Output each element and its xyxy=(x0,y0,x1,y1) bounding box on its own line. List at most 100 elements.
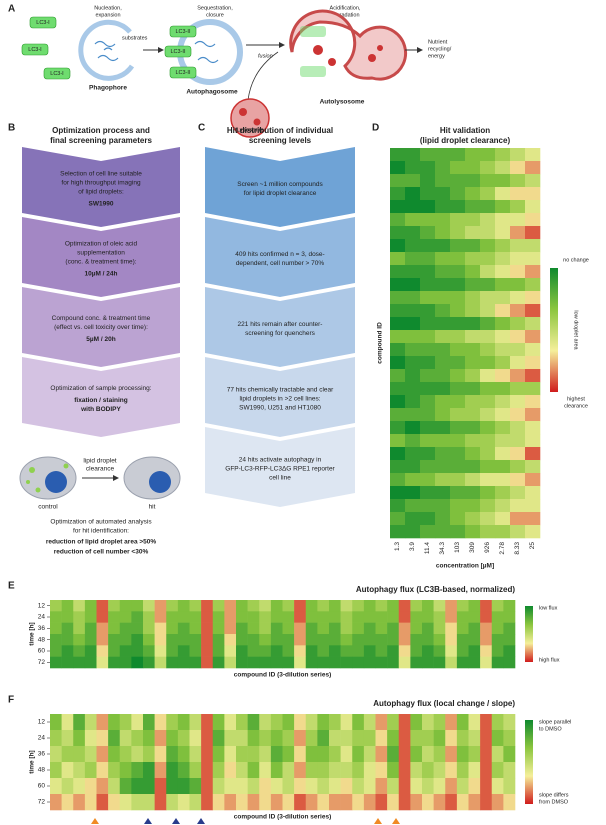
heatmap-cell xyxy=(259,762,272,779)
heatmap-cell xyxy=(119,645,132,657)
x-tick-label: 1.3 xyxy=(394,542,401,551)
heatmap-cell xyxy=(410,634,423,646)
heatmap-cell xyxy=(259,794,272,811)
heatmap-cell xyxy=(450,291,466,305)
heatmap-cell xyxy=(525,252,541,266)
heatmap-cell xyxy=(480,499,496,513)
heatmap-cell xyxy=(224,762,237,779)
heatmap-cell xyxy=(510,174,526,188)
heatmap-cell xyxy=(422,634,434,646)
heatmap-cell xyxy=(410,645,423,657)
heatmap-cell xyxy=(282,611,295,623)
heatmap-cell xyxy=(456,611,469,623)
heatmap-cell xyxy=(143,778,155,795)
heatmap-cell xyxy=(468,714,481,731)
heatmap-cell xyxy=(435,161,451,175)
heatmap-cell xyxy=(224,634,237,646)
legend-label: no change xyxy=(563,257,589,263)
heatmap-cell xyxy=(456,634,469,646)
heatmap-cell xyxy=(387,778,400,795)
heatmap-cell xyxy=(119,622,132,635)
heatmap-cell xyxy=(491,645,504,657)
heatmap-cell xyxy=(420,265,436,279)
heatmap-cell xyxy=(420,200,436,214)
heatmap-cell xyxy=(329,762,341,779)
step-result: 5µM / 20h xyxy=(86,336,115,343)
heatmap-cell xyxy=(294,645,307,657)
heatmap-cell xyxy=(108,778,121,795)
heatmap-cell xyxy=(465,512,481,526)
heatmap-cell xyxy=(510,187,526,201)
heatmap-cell xyxy=(363,762,376,779)
heatmap-cell xyxy=(480,369,496,383)
heatmap-cell xyxy=(445,656,458,669)
heatmap-cell xyxy=(503,645,516,657)
heatmap-cell xyxy=(465,460,481,474)
heatmap-cell xyxy=(435,434,451,448)
heatmap-cell xyxy=(445,634,458,646)
heatmap-cell xyxy=(247,746,260,763)
heatmap-cell xyxy=(495,369,511,383)
heatmap-cell xyxy=(480,304,496,318)
heatmap-cell xyxy=(510,291,526,305)
heatmap-cell xyxy=(166,622,179,635)
heatmap-cell xyxy=(405,382,421,396)
heatmap-cell xyxy=(259,656,272,669)
heatmap-cell xyxy=(131,730,144,747)
heatmap-cell xyxy=(525,434,541,448)
heatmap-cell xyxy=(390,408,406,422)
heatmap-cell xyxy=(503,634,516,646)
heatmap-cell xyxy=(270,656,283,669)
heatmap-cell xyxy=(525,330,541,344)
heatmap-cell xyxy=(420,525,436,539)
heatmap-cell xyxy=(405,278,421,292)
heatmap-cell xyxy=(84,611,97,623)
heatmap-cell xyxy=(435,265,451,279)
heatmap-cell xyxy=(247,778,260,795)
heatmap-cell xyxy=(340,656,353,669)
heatmap-cell xyxy=(201,762,214,779)
heatmap-cell xyxy=(410,762,423,779)
heatmap-cell xyxy=(177,746,190,763)
heatmap-cell xyxy=(435,304,451,318)
heatmap-cell xyxy=(166,656,179,669)
heatmap-cell xyxy=(201,794,214,811)
heatmap-cell xyxy=(305,622,318,635)
heatmap-cell xyxy=(352,611,365,623)
heatmap-cell xyxy=(166,794,179,811)
y-axis-label: time [h] xyxy=(29,750,36,773)
heatmap-cell xyxy=(503,714,516,731)
heatmap-cell xyxy=(525,291,541,305)
heatmap-cell xyxy=(61,611,74,623)
heatmap-cell xyxy=(465,304,481,318)
step-text: for lipid droplet clearance xyxy=(244,190,317,197)
heatmap-cell xyxy=(189,634,202,646)
heatmap-cell xyxy=(450,148,466,162)
heatmap-cell xyxy=(305,634,318,646)
heatmap-cell xyxy=(166,778,179,795)
heatmap-cell xyxy=(465,161,481,175)
step-text: Screen ~1 million compounds xyxy=(237,181,323,188)
heatmap-cell xyxy=(480,714,493,731)
heatmap-cell xyxy=(450,512,466,526)
heatmap-cell xyxy=(247,600,260,612)
heatmap-cell xyxy=(189,714,202,731)
heatmap-cell xyxy=(435,525,451,539)
heatmap-cell xyxy=(282,645,295,657)
step-result: 10µM / 24h xyxy=(84,271,117,278)
heatmap-cell xyxy=(525,460,541,474)
stage-label: Acidification, xyxy=(330,5,361,11)
heatmap-cell xyxy=(420,187,436,201)
heatmap-cell xyxy=(420,343,436,357)
x-tick-label: 25 xyxy=(529,542,536,550)
heatmap-cell xyxy=(96,746,109,763)
heatmap-cell xyxy=(317,746,330,763)
heatmap-cell xyxy=(465,525,481,539)
heatmap-cell xyxy=(73,746,86,763)
heatmap-cell xyxy=(468,730,481,747)
heatmap-cell xyxy=(390,473,406,487)
heatmap-cell xyxy=(480,525,496,539)
heatmap-cell xyxy=(352,645,365,657)
heatmap-cell xyxy=(495,408,511,422)
